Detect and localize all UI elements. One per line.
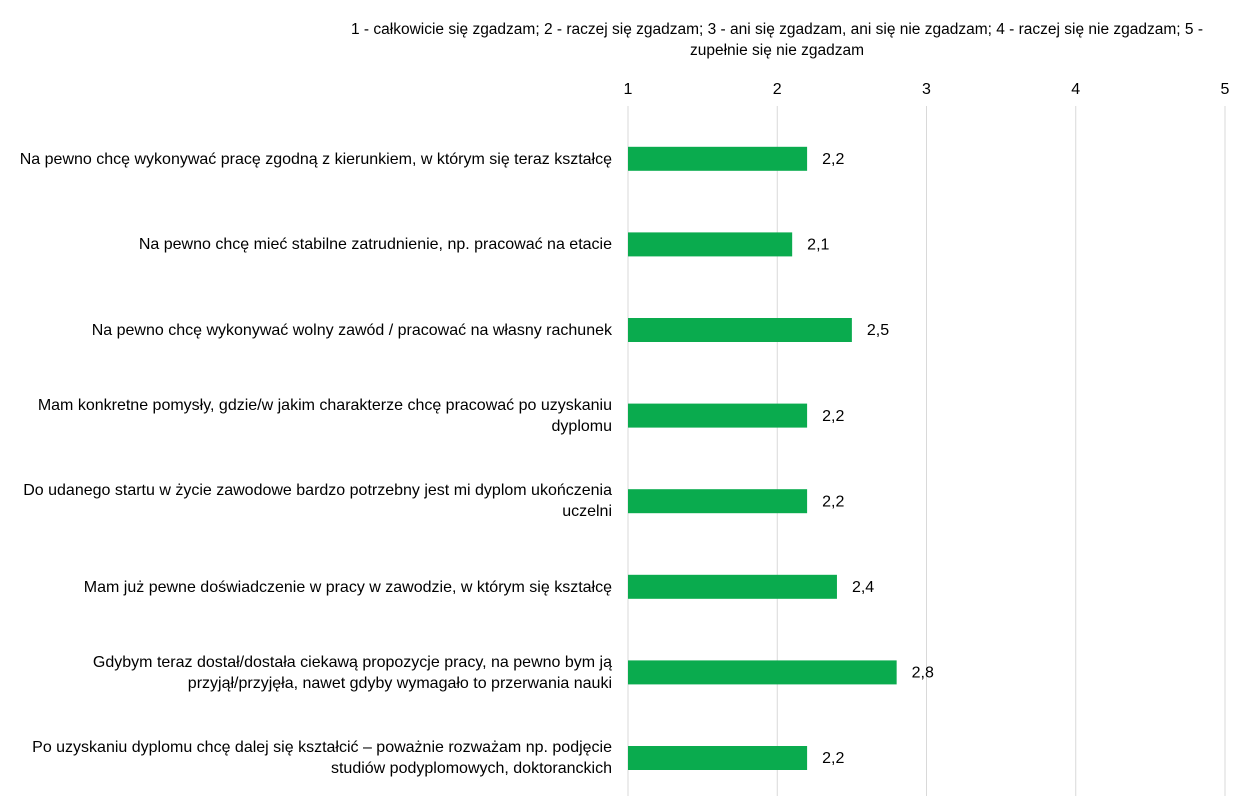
x-tick-label: 2 — [773, 81, 782, 98]
bar — [628, 574, 837, 599]
category-text: Po uzyskaniu dyplomu chcę dalej się kszt… — [32, 739, 612, 778]
x-tick-label: 5 — [1221, 81, 1230, 98]
category-label: Na pewno chcę wykonywać wolny zawód / pr… — [8, 287, 612, 373]
value-label: 2,2 — [822, 151, 844, 168]
x-tick-label: 3 — [922, 81, 931, 98]
value-label: 2,8 — [912, 665, 934, 682]
bar — [628, 146, 808, 171]
bar — [628, 318, 852, 342]
category-text: Mam już pewne doświadczenie w pracy w za… — [83, 578, 612, 596]
category-text: Na pewno chcę wykonywać pracę zgodną z k… — [19, 150, 612, 168]
bar — [628, 660, 897, 685]
value-label: 2,2 — [822, 750, 844, 767]
category-label: Gdybym teraz dostał/dostała ciekawą prop… — [8, 630, 612, 716]
x-tick-label: 1 — [624, 81, 633, 98]
category-label: Mam konkretne pomysły, gdzie/w jakim cha… — [8, 373, 612, 459]
bar — [628, 489, 808, 514]
category-text: Mam konkretne pomysły, gdzie/w jakim cha… — [37, 396, 612, 435]
category-text: Na pewno chcę mieć stabilne zatrudnienie… — [138, 236, 612, 254]
category-label: Do udanego startu w życie zawodowe bardz… — [8, 458, 612, 544]
value-label: 2,5 — [867, 322, 889, 339]
category-label: Mam już pewne doświadczenie w pracy w za… — [8, 544, 612, 630]
bar — [628, 746, 808, 770]
category-label: Po uzyskaniu dyplomu chcę dalej się kszt… — [8, 715, 612, 796]
value-label: 2,2 — [822, 493, 844, 510]
bar — [628, 403, 808, 428]
category-text: Do udanego startu w życie zawodowe bardz… — [23, 482, 612, 521]
chart-title: 1 - całkowicie się zgadzam; 2 - raczej s… — [350, 21, 1203, 59]
category-label: Na pewno chcę mieć stabilne zatrudnienie… — [8, 202, 612, 288]
value-label: 2,2 — [822, 408, 844, 425]
category-text: Na pewno chcę wykonywać wolny zawód / pr… — [91, 321, 612, 339]
x-tick-label: 4 — [1071, 81, 1080, 98]
bar — [628, 232, 793, 257]
value-label: 2,4 — [852, 579, 874, 596]
category-text: Gdybym teraz dostał/dostała ciekawą prop… — [92, 653, 612, 692]
category-label: Na pewno chcę wykonywać pracę zgodną z k… — [8, 116, 612, 202]
value-label: 2,1 — [807, 237, 829, 254]
